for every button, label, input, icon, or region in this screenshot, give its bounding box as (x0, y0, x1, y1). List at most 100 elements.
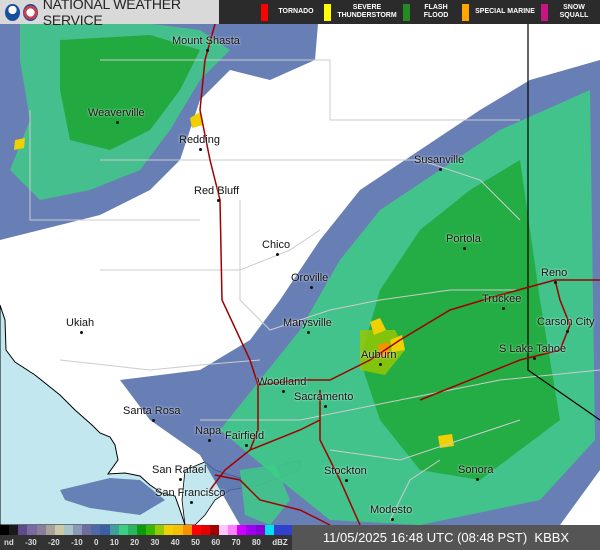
city-truckee: Truckee (482, 293, 522, 310)
scale-label: 80 (251, 538, 261, 547)
scale-label: 50 (191, 538, 200, 547)
warning-label: FLASH FLOOD (423, 4, 449, 19)
scale-swatch (209, 525, 219, 535)
scale-swatch (155, 525, 165, 535)
city-oroville: Oroville (291, 272, 329, 289)
warning-item-snow-squall: SNOW SQUALL (541, 3, 594, 21)
warning-swatch (403, 3, 410, 21)
warning-label: TORNADO (278, 8, 314, 15)
scale-swatch (109, 525, 119, 535)
scale-swatch (228, 525, 238, 535)
scale-swatch (9, 525, 19, 535)
radar-echoes (0, 0, 600, 525)
city-redding: Redding (179, 134, 220, 151)
warning-item-special-marine: SPECIAL MARINE (462, 3, 535, 21)
warning-item-tornado: TORNADO (261, 3, 318, 21)
scale-swatch (73, 525, 83, 535)
city-susanville: Susanville (414, 154, 465, 171)
scale-label: 10 (109, 538, 119, 547)
scale-swatch (54, 525, 64, 535)
city-carson-city: Carson City (537, 316, 595, 333)
scale-color-bar (0, 525, 292, 535)
header-title: NATIONAL WEATHER SERVICE (42, 0, 181, 28)
city-fairfield: Fairfield (225, 430, 265, 447)
station-id: KBBX (534, 530, 570, 545)
header: NATIONAL WEATHER SERVICE TORNADO SEVERE T… (0, 0, 600, 28)
scale-swatch (173, 525, 183, 535)
warning-swatch (261, 3, 268, 21)
scale-swatch (282, 525, 292, 535)
scale-swatch (45, 525, 55, 535)
scale-swatch (191, 525, 201, 535)
city-stockton: Stockton (324, 465, 367, 482)
scale-swatch (0, 525, 10, 535)
scale-label: -20 (48, 538, 60, 547)
scale-swatch (255, 525, 265, 535)
city-reno: Reno (541, 267, 568, 284)
scale-swatch (164, 525, 174, 535)
warning-label: SEVERE THUNDERSTORM (337, 4, 397, 19)
county-lines (29, 59, 600, 521)
city-weaverville: Weaverville (88, 107, 145, 124)
scale-label: 70 (231, 538, 241, 547)
city-chico: Chico (262, 239, 291, 256)
scale-swatch (273, 525, 283, 535)
warning-label: SPECIAL MARINE (475, 8, 535, 15)
warning-label: SNOW SQUALL (559, 4, 589, 19)
reflectivity-scale: nd -30 -20 -10 0 10 20 30 40 50 60 70 80 dBZ (0, 525, 292, 550)
scale-label: 30 (150, 538, 160, 547)
scale-swatch (219, 525, 229, 535)
scale-swatch (63, 525, 73, 535)
scale-swatch (18, 525, 28, 535)
city-auburn: Auburn (361, 349, 397, 366)
city-san-rafael: San Rafael (152, 464, 207, 481)
scale-label: 20 (130, 538, 140, 547)
city-napa: Napa (195, 425, 222, 442)
scale-labels: nd -30 -20 -10 0 10 20 30 40 50 60 70 80 dBZ (0, 538, 292, 547)
scale-swatch (36, 525, 46, 535)
warning-item-flash-flood: FLASH FLOOD (403, 3, 456, 21)
warning-legend: TORNADO SEVERE THUNDERSTORM FLASH FLOOD SPE… (219, 0, 600, 24)
city-modesto: Modesto (370, 504, 413, 521)
scale-label: 40 (170, 538, 180, 547)
timestamp-station: 11/05/2025 16:48 UTC (08:48 PST) KBBX (292, 525, 600, 550)
city-s-lake-tahoe: S Lake Tahoe (499, 343, 567, 360)
scale-swatch (27, 525, 37, 535)
city-sonora: Sonora (458, 464, 494, 481)
scale-swatch (264, 525, 274, 535)
nws-logo (22, 3, 38, 21)
noaa-logo (5, 3, 20, 21)
city-ukiah: Ukiah (66, 317, 95, 334)
scale-swatch (200, 525, 210, 535)
scale-label: dBZ (272, 538, 288, 547)
city-mount-shasta: Mount Shasta (172, 35, 240, 52)
ocean (0, 304, 186, 526)
highways (199, 23, 600, 526)
city-san-francisco: San Francisco (155, 487, 226, 504)
scale-label: 60 (211, 538, 221, 547)
city-portola: Portola (446, 233, 481, 250)
scale-swatch (91, 525, 101, 535)
footer: nd -30 -20 -10 0 10 20 30 40 50 60 70 80 dBZ 11/05/20… (0, 525, 600, 550)
warning-swatch (462, 3, 469, 21)
scale-swatch (182, 525, 192, 535)
scale-label: nd (4, 538, 14, 547)
warning-item-severe-thunderstorm: SEVERE THUNDERSTORM (324, 3, 397, 21)
city-sacramento: Sacramento (294, 391, 354, 408)
scale-swatch (237, 525, 247, 535)
scale-swatch (100, 525, 110, 535)
city-santa-rosa: Santa Rosa (123, 405, 181, 422)
brand: NATIONAL WEATHER SERVICE (0, 0, 219, 28)
scale-swatch (82, 525, 92, 535)
warning-swatch (324, 3, 331, 21)
scale-label: 0 (94, 538, 99, 547)
scale-swatch (246, 525, 256, 535)
city-woodland: Woodland (257, 376, 307, 393)
scale-swatch (146, 525, 156, 535)
scale-swatch (118, 525, 128, 535)
city-red-bluff: Red Bluff (194, 185, 240, 202)
scale-swatch (127, 525, 137, 535)
scale-swatch (136, 525, 146, 535)
city-marysville: Marysville (283, 317, 332, 334)
